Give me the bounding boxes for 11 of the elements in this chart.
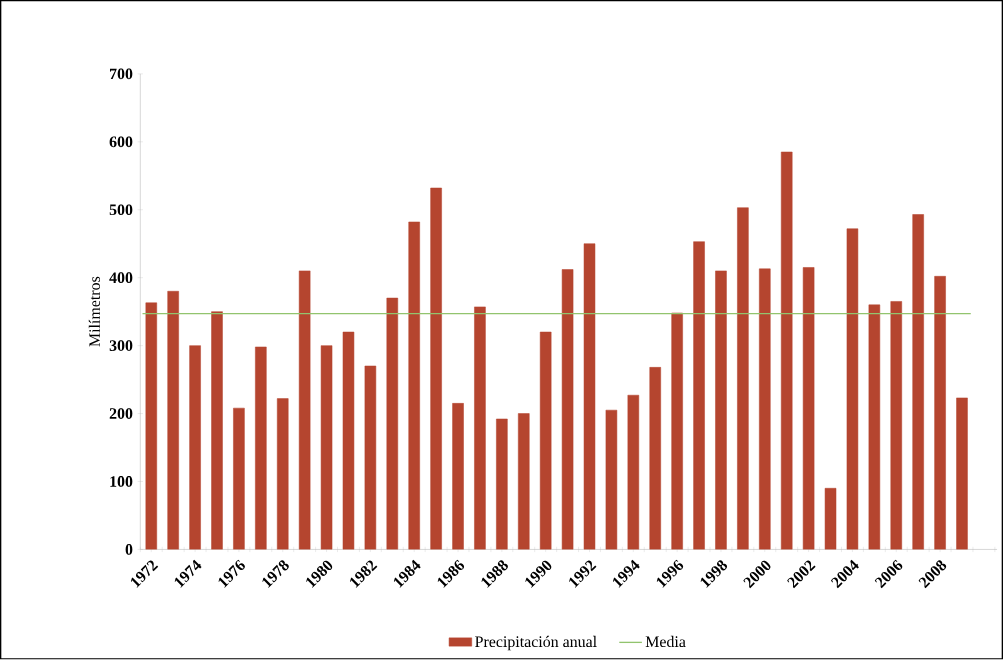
y-tick-label: 200 <box>109 408 133 420</box>
y-tick-label: 300 <box>109 340 133 352</box>
y-tick-label: 500 <box>109 204 133 216</box>
legend-label: Media <box>645 636 686 648</box>
y-axis-title: Milímetros <box>88 277 100 347</box>
y-tick-label: 400 <box>109 272 133 284</box>
y-tick-label: 600 <box>109 136 133 148</box>
y-tick-label: 0 <box>125 544 133 556</box>
legend-label: Precipitación anual <box>475 636 597 651</box>
y-tick-label: 700 <box>110 68 133 80</box>
y-tick-label: 100 <box>110 476 133 488</box>
